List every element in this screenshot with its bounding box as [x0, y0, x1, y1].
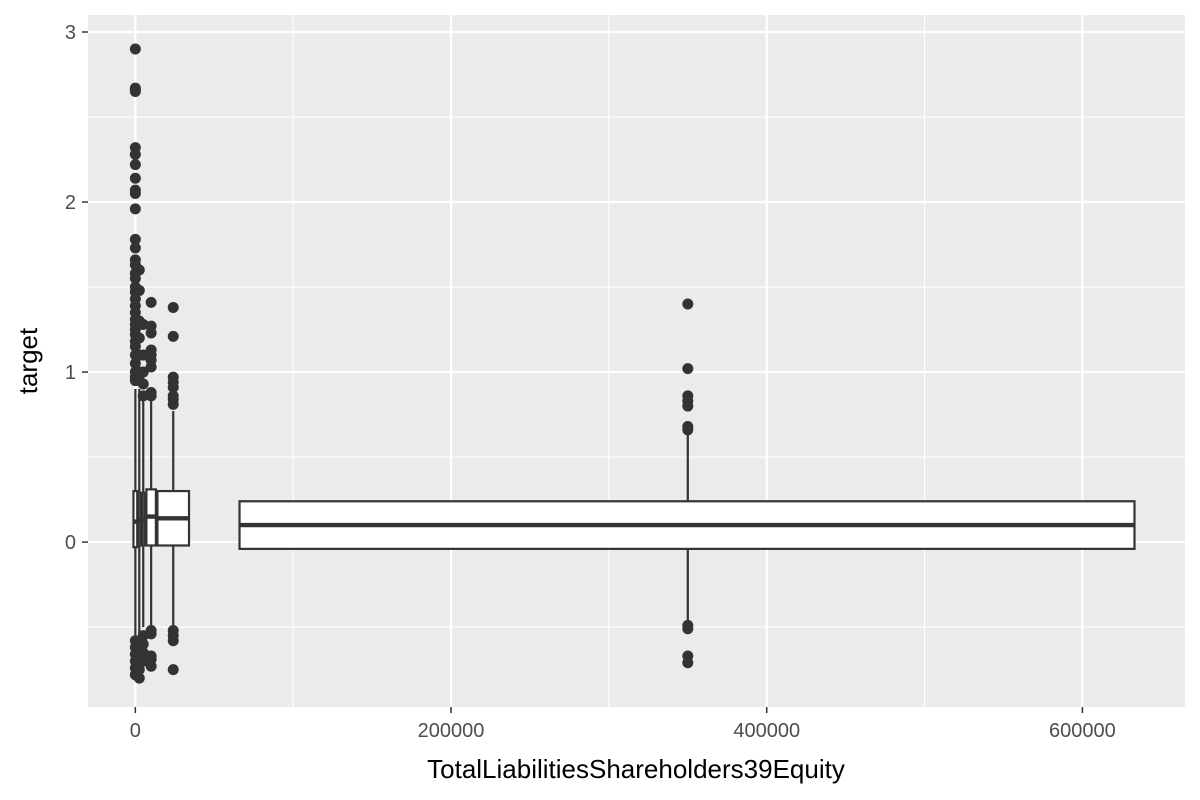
- outlier-point: [129, 86, 141, 98]
- outlier-point: [129, 188, 141, 200]
- outlier-point: [133, 264, 145, 276]
- outlier-point: [682, 363, 694, 375]
- x-tick-label: 0: [130, 720, 141, 742]
- outlier-point: [129, 341, 141, 353]
- minor-gridlines: [88, 15, 1185, 707]
- outlier-point: [129, 148, 141, 160]
- outlier-point: [145, 660, 157, 672]
- outlier-point: [137, 349, 149, 361]
- y-tick-label: 2: [65, 192, 76, 214]
- y-tick-label: 3: [65, 22, 76, 44]
- outlier-point: [129, 358, 141, 370]
- box-group: [238, 298, 1136, 669]
- outlier-point: [167, 381, 179, 393]
- outlier-point: [682, 623, 694, 635]
- outlier-point: [129, 273, 141, 285]
- outlier-point: [129, 203, 141, 215]
- outlier-point: [167, 398, 179, 410]
- outlier-point: [682, 657, 694, 669]
- outlier-point: [137, 378, 149, 390]
- outlier-point: [133, 284, 145, 296]
- x-tick-label: 600000: [1049, 720, 1116, 742]
- y-tick-label: 0: [65, 532, 76, 554]
- outlier-point: [682, 424, 694, 436]
- box-iqr: [132, 489, 139, 549]
- outlier-point: [133, 664, 145, 676]
- outlier-point: [145, 390, 157, 402]
- x-tick-label: 400000: [733, 720, 800, 742]
- box-group: [137, 318, 149, 667]
- outlier-point: [133, 672, 145, 684]
- outlier-point: [129, 43, 141, 55]
- plot-panel: [88, 15, 1185, 707]
- chart-marks: [129, 43, 1136, 684]
- outlier-point: [145, 361, 157, 373]
- axis-ticks: 0 200000 400000 600000 0 1 2 3: [65, 22, 1116, 742]
- outlier-point: [682, 298, 694, 310]
- outlier-point: [129, 233, 141, 245]
- outlier-point: [167, 635, 179, 647]
- outlier-point: [167, 330, 179, 342]
- outlier-point: [145, 296, 157, 308]
- outlier-point: [137, 638, 149, 650]
- outlier-point: [129, 172, 141, 184]
- outlier-point: [145, 327, 157, 339]
- outlier-point: [145, 628, 157, 640]
- outlier-point: [167, 664, 179, 676]
- outlier-point: [167, 301, 179, 313]
- box-group: [145, 296, 157, 672]
- y-tick-label: 1: [65, 362, 76, 384]
- outlier-point: [137, 366, 149, 378]
- outlier-point: [129, 159, 141, 171]
- outlier-point: [133, 332, 145, 344]
- outlier-point: [129, 242, 141, 254]
- box-group: [156, 301, 191, 676]
- y-axis-title: target: [13, 327, 43, 394]
- x-axis-title: TotalLiabilitiesShareholders39Equity: [427, 754, 845, 784]
- x-tick-label: 200000: [418, 720, 485, 742]
- outlier-point: [682, 400, 694, 412]
